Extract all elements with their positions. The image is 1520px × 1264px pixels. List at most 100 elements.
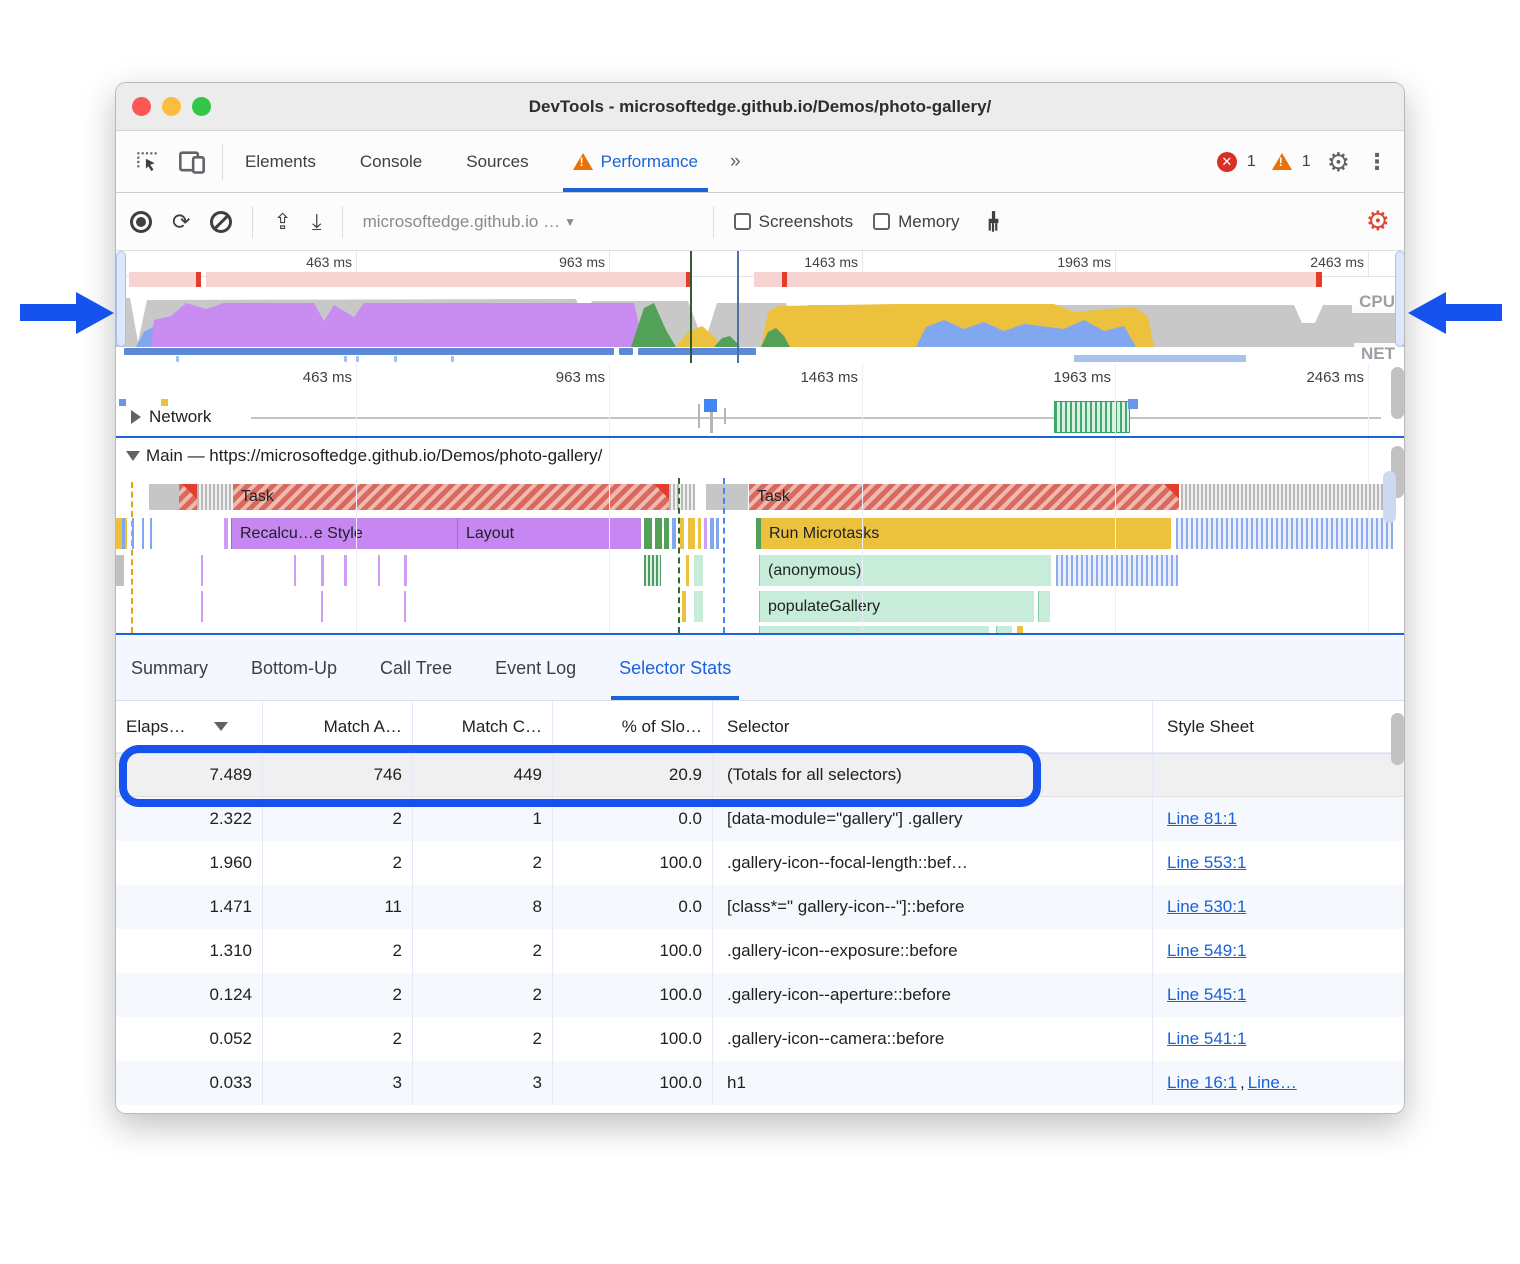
flame-segment[interactable]	[294, 555, 296, 586]
clear-recording-icon[interactable]	[210, 211, 232, 233]
style-sheet-link[interactable]: Line…	[1248, 1073, 1297, 1093]
flame-segment[interactable]	[694, 591, 703, 622]
table-row[interactable]: 0.12422100.0.gallery-icon--aperture::bef…	[116, 973, 1405, 1017]
record-button[interactable]	[130, 211, 152, 233]
column-header-match-a-[interactable]: Match A…	[263, 701, 413, 752]
flame-segment[interactable]	[201, 555, 203, 586]
warning-count-icon[interactable]	[1272, 153, 1292, 170]
close-window-button[interactable]	[132, 97, 151, 116]
style-sheet-link[interactable]: Line 530:1	[1167, 897, 1246, 917]
flame-segment-recalcu-e-style[interactable]: Recalcu…e Style	[231, 518, 457, 549]
flame-segment[interactable]	[672, 518, 676, 549]
flame-segment[interactable]	[704, 518, 707, 549]
main-flame-chart[interactable]: Main — https://microsoftedge.github.io/D…	[116, 438, 1404, 633]
style-sheet-link[interactable]: Line 549:1	[1167, 941, 1246, 961]
flame-segment[interactable]	[150, 518, 152, 549]
flame-segment[interactable]	[682, 591, 686, 622]
flame-segment-populategallery[interactable]: populateGallery	[759, 591, 1034, 622]
flame-segment[interactable]	[759, 626, 989, 633]
column-header-match-c-[interactable]: Match C…	[413, 701, 553, 752]
flame-segment[interactable]	[688, 518, 695, 549]
flame-segment[interactable]	[644, 518, 652, 549]
timeline-overview[interactable]: 463 ms963 ms1463 ms1963 ms2463 ms	[116, 251, 1404, 363]
network-track[interactable]: Network	[116, 399, 1404, 436]
flame-segment-run-microtasks[interactable]: Run Microtasks	[759, 518, 1171, 549]
tab-console[interactable]: Console	[356, 131, 426, 192]
flame-segment[interactable]	[321, 555, 324, 586]
memory-checkbox-group[interactable]: Memory	[873, 212, 959, 232]
flame-scrollbar-thumb-secondary[interactable]	[1383, 471, 1396, 523]
flame-segment[interactable]	[1038, 591, 1050, 622]
flame-segment[interactable]	[686, 555, 689, 586]
settings-gear-icon[interactable]: ⚙	[1327, 149, 1350, 175]
flame-segment[interactable]	[996, 626, 1012, 633]
flame-segment[interactable]	[224, 518, 228, 549]
style-sheet-link[interactable]: Line 541:1	[1167, 1029, 1246, 1049]
column-header-style-sheet[interactable]: Style Sheet	[1153, 701, 1405, 752]
table-row-totals[interactable]: 7.48974644920.9(Totals for all selectors…	[116, 753, 1405, 797]
tab-performance[interactable]: Performance	[569, 131, 702, 192]
profile-select[interactable]: microsoftedge.github.io … ▼	[363, 212, 693, 232]
flame-segment[interactable]	[698, 518, 701, 549]
error-count-icon[interactable]: ✕	[1217, 152, 1237, 172]
flame-segment[interactable]	[404, 591, 406, 622]
flame-segment[interactable]	[716, 518, 719, 549]
collect-garbage-icon[interactable]	[980, 208, 1006, 236]
flame-segment[interactable]	[669, 484, 695, 510]
table-row[interactable]: 1.96022100.0.gallery-icon--focal-length:…	[116, 841, 1405, 885]
style-sheet-link[interactable]: Line 553:1	[1167, 853, 1246, 873]
flame-segment[interactable]	[197, 484, 233, 510]
tab-selector-stats[interactable]: Selector Stats	[619, 636, 731, 700]
flame-segment[interactable]	[142, 518, 144, 549]
overview-right-handle[interactable]	[1395, 251, 1404, 347]
memory-checkbox[interactable]	[873, 213, 890, 230]
flame-segment[interactable]	[644, 555, 661, 586]
table-row[interactable]: 1.4711180.0[class*=" gallery-icon--"]::b…	[116, 885, 1405, 929]
load-profile-icon[interactable]: ⇪	[273, 211, 291, 233]
network-scrollbar-thumb[interactable]	[1391, 367, 1404, 419]
more-options-icon[interactable]: ⋮	[1366, 149, 1388, 175]
flame-segment[interactable]	[132, 518, 134, 549]
flame-segment-task[interactable]: Task	[233, 484, 669, 510]
flame-segment[interactable]	[694, 555, 703, 586]
style-sheet-link[interactable]: Line 545:1	[1167, 985, 1246, 1005]
flame-segment[interactable]	[321, 591, 323, 622]
flame-segment[interactable]	[1181, 484, 1393, 510]
flame-segment[interactable]	[149, 484, 179, 510]
table-row[interactable]: 1.31022100.0.gallery-icon--exposure::bef…	[116, 929, 1405, 973]
zoom-window-button[interactable]	[192, 97, 211, 116]
flame-segment[interactable]	[680, 518, 684, 549]
flame-segment[interactable]	[404, 555, 407, 586]
flame-segment[interactable]	[1176, 518, 1393, 549]
column-header-elaps-[interactable]: Elaps…	[116, 701, 263, 752]
flame-segment[interactable]	[179, 484, 197, 510]
device-toolbar-icon[interactable]	[178, 149, 206, 175]
flame-segment[interactable]	[1056, 555, 1178, 586]
tab-elements[interactable]: Elements	[241, 131, 320, 192]
column-header--of-slo-[interactable]: % of Slo…	[553, 701, 713, 752]
table-row[interactable]: 2.322210.0[data-module="gallery"] .galle…	[116, 797, 1405, 841]
flame-segment[interactable]	[655, 518, 662, 549]
inspect-element-icon[interactable]	[134, 149, 160, 175]
tab-event-log[interactable]: Event Log	[495, 636, 576, 700]
flame-segment[interactable]	[710, 518, 714, 549]
flame-segment[interactable]	[706, 484, 748, 510]
style-sheet-link[interactable]: Line 81:1	[1167, 809, 1237, 829]
screenshots-checkbox-group[interactable]: Screenshots	[734, 212, 854, 232]
flame-segment[interactable]	[1017, 626, 1023, 633]
flame-segment[interactable]	[201, 591, 203, 622]
flame-segment[interactable]	[122, 518, 125, 549]
table-row[interactable]: 0.03333100.0h1Line 16:1 , Line…	[116, 1061, 1405, 1105]
main-collapse-icon[interactable]	[126, 451, 140, 461]
style-sheet-link[interactable]: Line 16:1	[1167, 1073, 1237, 1093]
tab-sources[interactable]: Sources	[462, 131, 532, 192]
flame-segment[interactable]	[344, 555, 347, 586]
save-profile-icon[interactable]: ⤓	[312, 211, 322, 233]
tab-summary[interactable]: Summary	[131, 636, 208, 700]
tab-call-tree[interactable]: Call Tree	[380, 636, 452, 700]
minimize-window-button[interactable]	[162, 97, 181, 116]
overview-left-handle[interactable]	[116, 251, 126, 347]
screenshots-checkbox[interactable]	[734, 213, 751, 230]
reload-and-record-icon[interactable]: ⟳	[172, 211, 190, 233]
flame-segment--anonymous-[interactable]: (anonymous)	[759, 555, 1051, 586]
